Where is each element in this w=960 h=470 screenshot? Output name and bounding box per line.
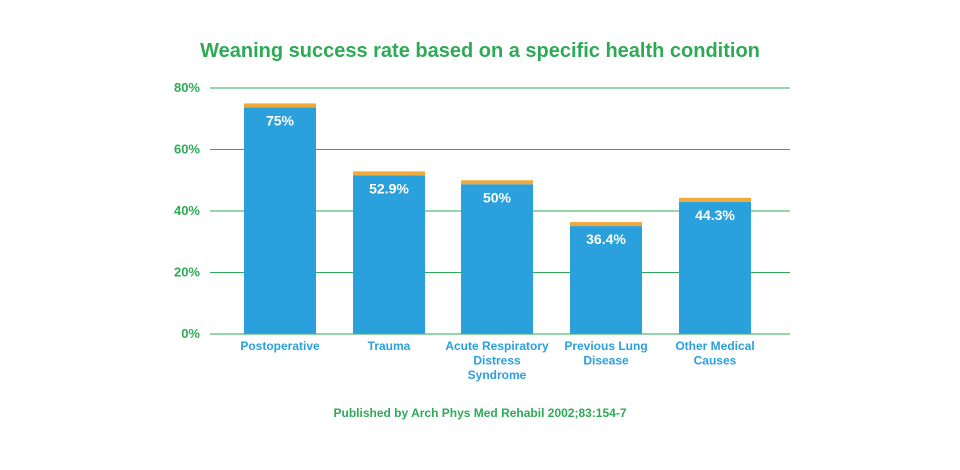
bar <box>570 226 642 334</box>
bar-cap <box>461 180 533 185</box>
y-tick-label: 40% <box>174 203 200 218</box>
data-label: 75% <box>266 112 295 128</box>
category-label: Other Medical <box>675 339 754 353</box>
bar <box>679 201 751 334</box>
bar <box>244 107 316 334</box>
category-label: Syndrome <box>468 368 527 382</box>
bar-cap <box>244 103 316 108</box>
category-label: Acute Respiratory <box>445 339 549 353</box>
data-label: 44.3% <box>695 207 735 223</box>
bar-cap <box>353 171 425 176</box>
y-tick-label: 60% <box>174 142 200 157</box>
bar-cap <box>679 197 751 202</box>
bar <box>461 184 533 334</box>
data-label: 52.9% <box>369 180 409 196</box>
bar <box>353 175 425 334</box>
y-tick-label: 20% <box>174 265 200 280</box>
data-label: 50% <box>483 189 512 205</box>
category-label: Previous Lung <box>564 339 647 353</box>
chart-title: Weaning success rate based on a specific… <box>200 40 760 62</box>
category-label: Causes <box>694 354 737 368</box>
y-tick-label: 80% <box>174 80 200 95</box>
category-label: Distress <box>473 354 521 368</box>
category-label: Disease <box>583 354 629 368</box>
category-label: Postoperative <box>240 339 320 353</box>
source-note: Published by Arch Phys Med Rehabil 2002;… <box>333 406 627 420</box>
y-tick-label: 0% <box>181 326 200 341</box>
data-label: 36.4% <box>586 231 626 247</box>
bar-cap <box>570 222 642 227</box>
category-label: Trauma <box>368 339 411 353</box>
